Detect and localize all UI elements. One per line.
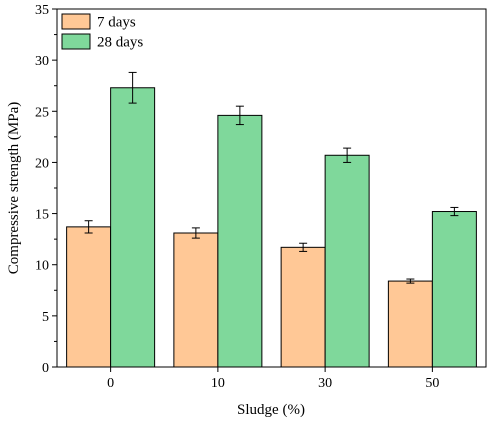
legend-swatch-28-days [61,33,91,50]
y-tick-label: 15 [35,208,49,223]
x-tick-label: 30 [318,376,332,391]
bar-28-days-50 [431,211,477,368]
y-tick-label: 25 [35,105,49,120]
legend-label-7-days: 7 days [97,15,136,31]
x-tick-label: 0 [107,376,114,391]
axes-group: 0 10 30 50 0 5 10 15 20 25 30 35 [35,3,487,391]
legend-label-28-days: 28 days [97,35,143,51]
y-tick-label: 20 [35,156,49,171]
bar-7-days-10 [173,232,219,368]
y-axis-label: Compressive strength (MPa) [6,102,22,274]
y-tick-label: 30 [35,54,49,69]
x-axis-label: Sludge (%) [237,402,305,418]
bar-7-days-50 [387,280,433,368]
y-tick-label: 5 [42,310,49,325]
bars-group [66,87,477,368]
legend: 7 days 28 days [61,13,143,51]
x-tick-label: 10 [211,376,225,391]
bar-28-days-0 [110,87,156,368]
bar-7-days-30 [280,246,326,368]
bar-28-days-10 [217,114,263,368]
legend-swatch-7-days [61,13,91,30]
x-tick-label: 50 [425,376,439,391]
y-tick-label: 10 [35,259,49,274]
y-tick-label: 0 [42,361,49,376]
bar-7-days-0 [66,226,112,368]
bar-28-days-30 [324,154,370,368]
y-tick-label: 35 [35,3,49,18]
error-bars-group [84,71,459,284]
